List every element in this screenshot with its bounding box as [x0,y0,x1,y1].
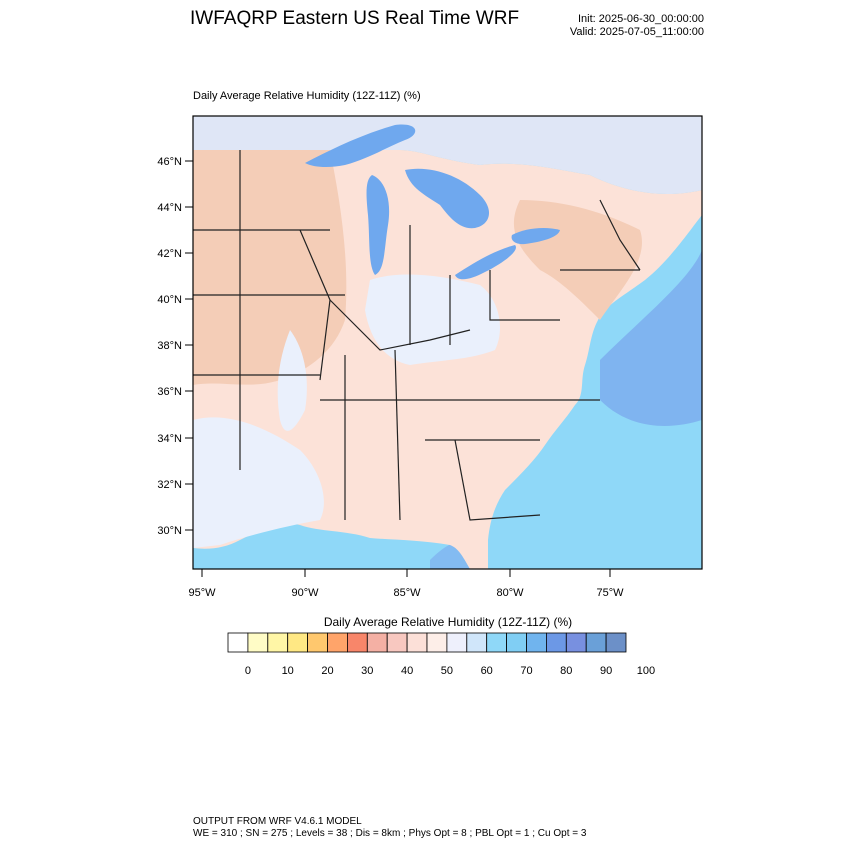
lon-ticks [201,569,611,577]
init-time: Init: 2025-06-30_00:00:00 [578,13,704,25]
lake-superior [305,124,416,168]
lat-label: 40°N [157,294,182,306]
colorbar-swatch [267,632,289,653]
lat-label: 36°N [157,386,182,398]
footer-grid-info: WE = 310 ; SN = 275 ; Levels = 38 ; Dis … [193,828,587,839]
lake-michigan [366,175,390,275]
colorbar-tick-label: 20 [321,665,333,677]
colorbar-tick-label: 70 [520,665,532,677]
colorbar-tick-label: 90 [600,665,612,677]
colorbar: 0 10 20 30 40 50 60 70 80 90 100 [227,632,655,677]
land-moist-south [193,417,324,548]
canada-region [193,116,702,195]
colorbar-tick-label: 40 [401,665,413,677]
lat-label: 30°N [157,525,182,537]
colorbar-swatch [426,632,448,653]
lon-label: 90°W [291,587,319,599]
lake-huron [405,168,490,229]
colorbar-tick-label: 0 [245,665,251,677]
colorbar-swatch [327,632,348,653]
colorbar-swatch [446,632,468,653]
colorbar-tick-label: 50 [441,665,453,677]
land-dry-plains [193,150,347,385]
colorbar-swatch [526,632,547,653]
land-moist-ohio [365,274,500,365]
footer-model-info: OUTPUT FROM WRF V4.6.1 MODEL [193,816,362,827]
lat-label: 38°N [157,340,182,352]
lon-label: 80°W [496,587,524,599]
colorbar-swatch [346,632,368,653]
map-field-title: Daily Average Relative Humidity (12Z-11Z… [193,90,421,102]
colorbar-title: Daily Average Relative Humidity (12Z-11Z… [323,615,573,629]
colorbar-swatch [287,632,309,653]
lat-label: 42°N [157,248,182,260]
colorbar-swatch [227,632,249,653]
lon-label: 75°W [596,587,624,599]
colorbar-swatch [247,632,269,653]
colorbar-swatch [307,632,328,653]
lon-label: 85°W [393,587,421,599]
colorbar-tick-label: 80 [560,665,572,677]
lat-label: 46°N [157,156,182,168]
colorbar-swatch [466,632,488,653]
colorbar-swatch [366,632,388,653]
colorbar-swatch [486,632,508,653]
colorbar-swatch [605,632,627,653]
lat-label: 44°N [157,202,182,214]
lat-label: 34°N [157,433,182,445]
colorbar-swatch [506,632,527,653]
colorbar-swatch [406,632,428,653]
ocean-moist-band [600,250,702,426]
colorbar-tick-label: 30 [361,665,373,677]
colorbar-swatch [565,632,587,653]
map-field [193,116,702,569]
colorbar-tick-label: 100 [637,665,655,677]
valid-time: Valid: 2025-07-05_11:00:00 [569,26,704,38]
lat-labels: 46°N 44°N 42°N 40°N 38°N 36°N 34°N 32°N … [157,156,182,537]
colorbar-swatch [386,632,408,653]
main-title: IWFAQRP Eastern US Real Time WRF [190,8,520,29]
state-borders [193,150,641,521]
colorbar-swatch [546,632,567,653]
lake-ontario [511,227,560,245]
colorbar-tick-label: 60 [481,665,493,677]
lat-label: 32°N [157,479,182,491]
lat-ticks [185,160,193,531]
lake-erie [455,245,516,280]
land-moist-mississippi [277,330,307,431]
lon-labels: 95°W 90°W 85°W 80°W 75°W [188,587,624,599]
map-frame [192,115,703,570]
colorbar-tick-label: 10 [282,665,294,677]
lon-label: 95°W [188,587,216,599]
colorbar-swatch [585,632,607,653]
